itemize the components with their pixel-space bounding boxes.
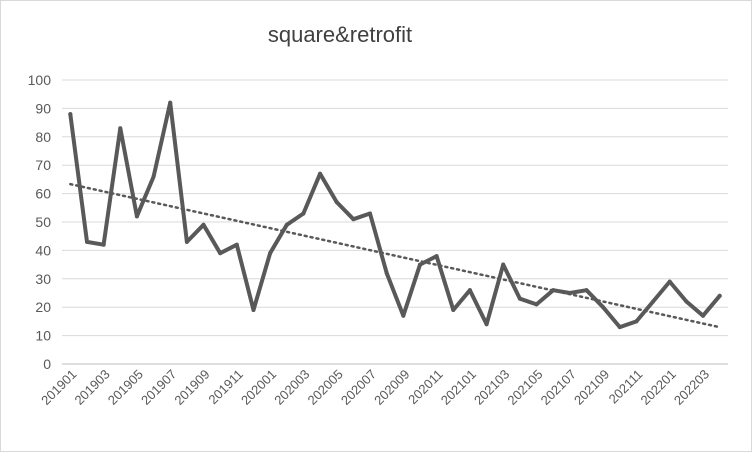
y-tick-label: 70 xyxy=(35,157,51,173)
data-point xyxy=(118,126,123,131)
data-point xyxy=(501,262,506,267)
data-point xyxy=(251,308,256,313)
x-tick-label: 202003 xyxy=(271,367,312,408)
x-tick-label: 201901 xyxy=(38,367,79,408)
x-tick-label: 201909 xyxy=(171,367,212,408)
x-tick-label: 201905 xyxy=(105,367,146,408)
series-group xyxy=(68,100,722,330)
data-point xyxy=(401,313,406,318)
x-tick-label: 202103 xyxy=(471,367,512,408)
data-point xyxy=(534,302,539,307)
data-point xyxy=(151,174,156,179)
chart-title: square&retrofit xyxy=(267,22,413,47)
data-point xyxy=(134,214,139,219)
data-point xyxy=(684,299,689,304)
y-tick-label: 80 xyxy=(35,129,51,145)
data-point xyxy=(417,262,422,267)
x-tick-label: 202109 xyxy=(571,367,612,408)
data-point xyxy=(68,112,73,117)
data-point xyxy=(584,288,589,293)
data-point xyxy=(651,299,656,304)
trendline xyxy=(69,182,721,329)
data-point xyxy=(384,271,389,276)
x-tick-label: 201907 xyxy=(138,367,179,408)
x-tick-label: 201911 xyxy=(205,367,246,408)
data-point xyxy=(201,222,206,227)
y-tick-label: 0 xyxy=(43,356,51,372)
data-point xyxy=(268,251,273,256)
y-tick-label: 10 xyxy=(35,328,51,344)
data-point xyxy=(434,254,439,259)
data-point xyxy=(184,239,189,244)
data-point xyxy=(318,171,323,176)
data-point xyxy=(634,319,639,324)
y-axis-ticks: 0 10 20 30 40 50 60 70 80 90 100 xyxy=(28,72,52,372)
x-axis-ticks: 2019012019032019052019072019092019112020… xyxy=(38,367,712,408)
data-point xyxy=(667,279,672,284)
x-tick-label: 202009 xyxy=(371,367,412,408)
data-point xyxy=(168,100,173,105)
data-point xyxy=(551,288,556,293)
x-tick-label: 202101 xyxy=(438,367,479,408)
x-tick-label: 201903 xyxy=(71,367,112,408)
data-point xyxy=(84,239,89,244)
x-tick-label: 202011 xyxy=(405,367,446,408)
data-point xyxy=(218,251,223,256)
trendline-group xyxy=(69,182,721,329)
x-tick-label: 202001 xyxy=(238,367,279,408)
data-point xyxy=(451,308,456,313)
data-point xyxy=(467,288,472,293)
y-tick-label: 30 xyxy=(35,271,51,287)
y-tick-label: 40 xyxy=(35,242,51,258)
x-tick-label: 202007 xyxy=(338,367,379,408)
data-point xyxy=(334,200,339,205)
y-tick-label: 20 xyxy=(35,299,51,315)
data-point xyxy=(717,293,722,298)
data-point xyxy=(234,242,239,247)
data-point xyxy=(351,217,356,222)
data-point xyxy=(701,313,706,318)
data-point xyxy=(567,291,572,295)
data-point xyxy=(301,211,306,216)
x-tick-label: 202105 xyxy=(504,367,545,408)
y-tick-label: 50 xyxy=(35,214,51,230)
data-point xyxy=(517,296,522,301)
data-point xyxy=(101,242,106,247)
x-tick-label: 202201 xyxy=(638,367,679,408)
data-point xyxy=(484,322,489,327)
gridlines xyxy=(62,79,728,365)
x-tick-label: 202005 xyxy=(305,367,346,408)
series-line xyxy=(68,100,722,330)
y-tick-label: 60 xyxy=(35,186,51,202)
data-point xyxy=(368,211,373,216)
y-tick-label: 90 xyxy=(35,100,51,116)
data-point xyxy=(601,305,606,310)
data-point xyxy=(617,325,622,330)
x-tick-label: 202107 xyxy=(538,367,579,408)
x-tick-label: 202203 xyxy=(671,367,712,408)
data-point xyxy=(284,222,289,227)
y-tick-label: 100 xyxy=(28,72,52,88)
